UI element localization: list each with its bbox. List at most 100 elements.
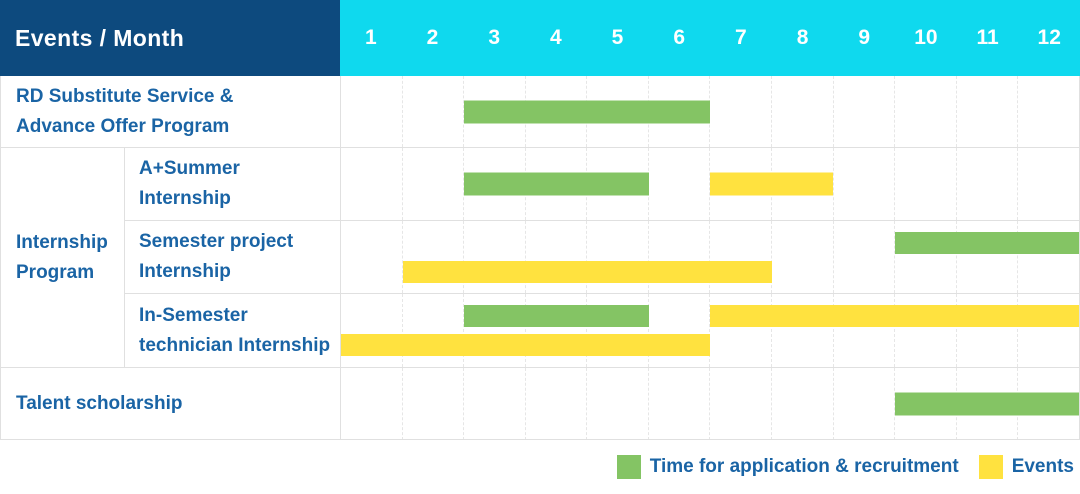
month-gridline-cell <box>834 148 896 220</box>
month-gridline-cell <box>341 294 403 367</box>
gantt-bar-event <box>710 172 833 196</box>
month-gridline-cell <box>710 221 773 293</box>
row-label-talent-scholarship: Talent scholarship <box>1 368 341 439</box>
month-gridline-cell <box>403 368 465 439</box>
month-header-cell-11: 11 <box>976 26 999 49</box>
month-gridline-cell <box>710 294 773 367</box>
chart-cell-in-semester-technician <box>341 294 1079 367</box>
month-gridline-cell <box>957 148 1019 220</box>
row-rd-substitute: RD Substitute Service & Advance Offer Pr… <box>1 76 1079 148</box>
month-gridline-cell <box>895 76 957 147</box>
month-gridline-cell <box>464 221 526 293</box>
month-gridline-cell <box>464 368 526 439</box>
gantt-bar-event <box>341 334 710 356</box>
month-gridlines <box>341 221 1079 293</box>
month-gridline-cell <box>341 368 403 439</box>
legend: Time for application & recruitment Events <box>0 440 1080 494</box>
legend-label-event: Events <box>1011 456 1074 477</box>
events-month-header-cell: Events / Month <box>0 0 340 76</box>
month-gridline-cell <box>403 76 465 147</box>
month-gridline-cell <box>772 148 834 220</box>
month-gridline-cell <box>341 148 403 220</box>
chart-cell-semester-project <box>341 221 1079 293</box>
month-gridline-cell <box>710 368 773 439</box>
gantt-bar-recruitment <box>464 172 649 196</box>
row-in-semester-technician: In-Semester technician Internship <box>125 294 1079 367</box>
month-gridline-cell <box>587 294 649 367</box>
row-label-rd-substitute: RD Substitute Service & Advance Offer Pr… <box>1 76 341 147</box>
month-gridline-cell <box>526 368 588 439</box>
month-gridline-cell <box>895 294 957 367</box>
month-header: 1 2 3 4 5 6 7 8 9 10 11 12 <box>340 0 1080 76</box>
month-header-cell-4: 4 <box>550 26 562 49</box>
month-gridline-cell <box>649 148 711 220</box>
month-gridline-cell <box>834 368 896 439</box>
month-header-cell-9: 9 <box>858 26 871 49</box>
chart-cell-rd-substitute <box>341 76 1079 147</box>
gantt-bar-event <box>710 305 1079 327</box>
gantt-bar-recruitment <box>464 100 710 123</box>
month-header-cell-6: 6 <box>673 26 686 49</box>
month-gridline-cell <box>649 294 711 367</box>
month-header-cell-2: 2 <box>426 26 439 49</box>
month-gridline-cell <box>834 76 896 147</box>
month-gridline-cell <box>587 368 649 439</box>
month-gridline-cell <box>772 294 834 367</box>
row-semester-project: Semester project Internship <box>125 221 1079 294</box>
month-gridline-cell <box>649 221 711 293</box>
chart-cell-talent-scholarship <box>341 368 1079 439</box>
gantt-bar-recruitment <box>894 232 1079 254</box>
month-gridline-cell <box>464 294 526 367</box>
month-gridline-cell <box>710 76 773 147</box>
gantt-bar-event <box>402 261 772 283</box>
month-gridline-cell <box>772 221 834 293</box>
month-gridlines <box>341 294 1079 367</box>
month-gridline-cell <box>1018 76 1079 147</box>
month-gridline-cell <box>772 76 834 147</box>
gantt-bar-recruitment <box>464 305 649 327</box>
legend-label-recruitment: Time for application & recruitment <box>649 456 959 477</box>
month-gridline-cell <box>403 148 465 220</box>
table-header-row: Events / Month 1 2 3 4 5 6 7 8 9 10 11 12 <box>0 0 1080 76</box>
gantt-body: RD Substitute Service & Advance Offer Pr… <box>0 76 1080 440</box>
month-gridline-cell <box>772 368 834 439</box>
month-gridline-cell <box>1018 148 1079 220</box>
table-title: Events / Month <box>15 24 185 51</box>
month-gridline-cell <box>957 294 1019 367</box>
row-a-plus-summer: A+Summer Internship <box>125 148 1079 221</box>
month-gridline-cell <box>957 76 1019 147</box>
month-gridline-cell <box>587 221 649 293</box>
month-gridline-cell <box>957 221 1019 293</box>
legend-swatch-recruitment <box>616 455 641 479</box>
row-label-semester-project: Semester project Internship <box>125 221 341 293</box>
month-gridline-cell <box>403 221 465 293</box>
chart-cell-a-plus-summer <box>341 148 1079 220</box>
month-gridline-cell <box>649 368 711 439</box>
month-gridline-cell <box>526 221 588 293</box>
legend-item-event: Events <box>978 455 1074 479</box>
month-header-cell-12: 12 <box>1037 26 1061 49</box>
internship-sub-rows: A+Summer Internship Semester project Int… <box>125 148 1079 367</box>
month-gridline-cell <box>834 221 896 293</box>
internship-program-group: Internship Program A+Summer Internship S… <box>1 148 1079 368</box>
month-gridline-cell <box>895 221 957 293</box>
month-gridline-cell <box>895 148 957 220</box>
legend-item-recruitment: Time for application & recruitment <box>616 455 959 479</box>
month-gridline-cell <box>341 76 403 147</box>
month-header-cell-3: 3 <box>488 26 501 49</box>
month-gridline-cell <box>341 221 403 293</box>
month-gridline-cell <box>526 294 588 367</box>
month-gridlines <box>341 76 1079 147</box>
month-header-cell-7: 7 <box>735 26 747 49</box>
month-header-cell-5: 5 <box>611 26 624 49</box>
month-gridline-cell <box>834 294 896 367</box>
row-label-in-semester-technician: In-Semester technician Internship <box>125 294 341 367</box>
legend-swatch-event <box>978 455 1003 479</box>
row-label-a-plus-summer: A+Summer Internship <box>125 148 341 220</box>
group-label-internship-program: Internship Program <box>1 148 125 367</box>
month-header-cell-10: 10 <box>914 26 938 49</box>
month-header-cell-8: 8 <box>796 26 809 49</box>
row-talent-scholarship: Talent scholarship <box>1 368 1079 439</box>
month-gridline-cell <box>403 294 465 367</box>
